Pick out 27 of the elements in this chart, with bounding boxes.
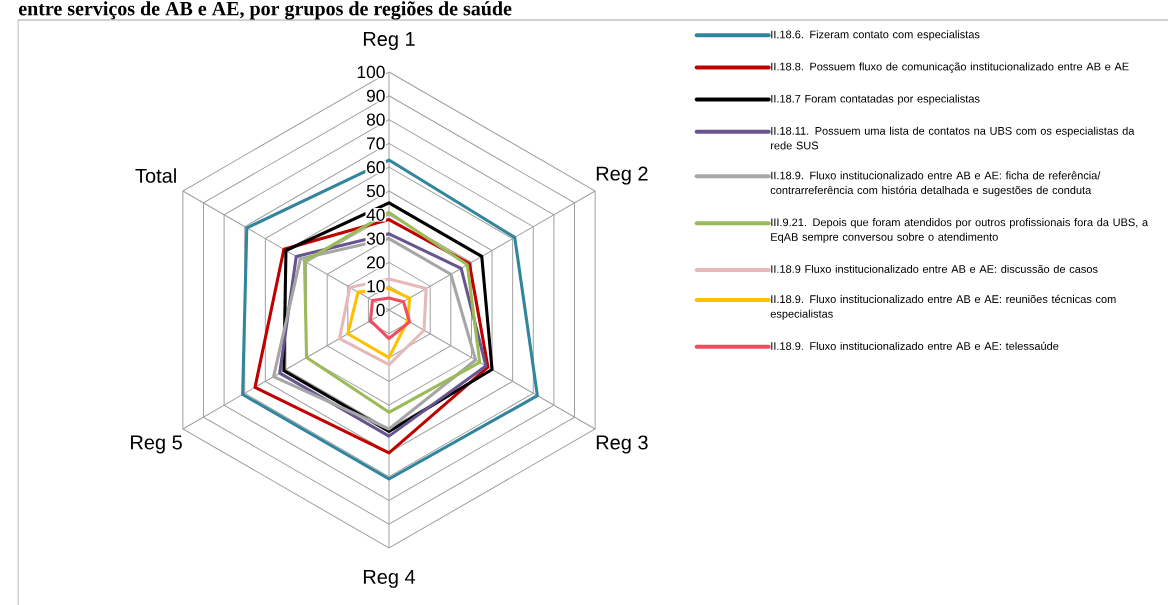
text: II.18.7 Foram contatadas por especialistas	[771, 94, 980, 105]
text: II.18.9 Fluxo institucionalizado entre AB e AE: discussão de casos	[771, 264, 1098, 273]
text: II.18.9. Fluxo institucionalizado entre AB e AE: ficha de referência/ contrarreferência com história detalhada e sugestões de conduta	[770, 171, 1101, 197]
spoke-label: Total	[135, 168, 176, 183]
text: II.18.9. Fluxo institucionalizado entre AB e AE: reuniões técnicas com especialistas	[770, 294, 1116, 320]
y-tick-label: 90	[366, 89, 385, 102]
text: II.18.11. Possuem uma lista de contatos na UBS com os especialistas da rede SUS	[771, 126, 1135, 150]
y-tick-label: 60	[367, 161, 385, 174]
y-tick-label: 20	[367, 256, 385, 269]
y-tick-label: 40	[366, 208, 385, 221]
y-tick-label: 30	[366, 232, 385, 245]
chart-title: entre serviços de AB e AE, por grupos de regiões de saúde	[18, 1, 512, 20]
text: II.18.9. Fluxo institucionalizado entre AB e AE: telessaúde	[771, 341, 1059, 350]
text: II.18.8. Possuem fluxo de comunicação institucionalizado entre AB e AE	[771, 62, 1129, 73]
spoke-label: Reg 2	[596, 166, 648, 185]
spoke-label: Reg 4	[363, 569, 416, 588]
y-tick-label: 50	[366, 184, 385, 198]
y-tick-label: 10	[367, 280, 385, 293]
spoke-label: Reg 5	[131, 435, 182, 454]
spoke-label: Reg 1	[363, 32, 415, 50]
y-tick-label: 80	[366, 113, 385, 126]
text: III.9.21. Depois que foram atendidos por outros profissionais fora da UBS, a EqAB sempre conversou sobre o atendimento	[771, 218, 1149, 244]
y-tick-label: 100	[357, 65, 385, 79]
y-tick-label: 0	[376, 303, 385, 317]
spoke-label: Reg 3	[596, 435, 648, 454]
text: II.18.6. Fizeram contato com especialistas	[771, 30, 980, 41]
y-tick-label: 70	[367, 137, 385, 150]
